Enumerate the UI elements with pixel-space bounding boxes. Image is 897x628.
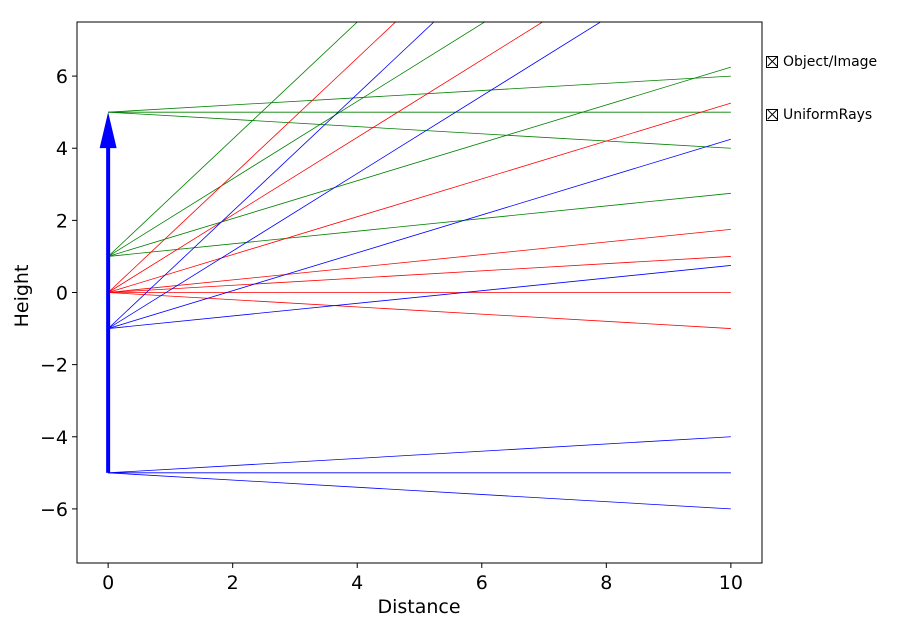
y-axis-ticks: −6 −4 −2 0 2 4 6 <box>40 66 77 521</box>
toggle-box-icon[interactable] <box>766 56 778 68</box>
ray-line <box>107 22 435 329</box>
toggle-box-icon[interactable] <box>766 109 778 121</box>
legend-item-uniform-rays[interactable]: UniformRays <box>766 105 877 125</box>
legend-label: UniformRays <box>783 107 873 123</box>
ray-line <box>107 22 544 293</box>
x-tick-label: 0 <box>102 572 114 594</box>
ray-line <box>108 192 731 257</box>
ray-line <box>107 22 358 257</box>
y-tick-label: 4 <box>56 138 68 160</box>
y-tick-label: −6 <box>40 499 68 521</box>
ray-line <box>108 436 731 474</box>
y-tick-label: 0 <box>56 283 68 305</box>
ray-lines <box>107 22 731 510</box>
legend-item-object-image[interactable]: Object/Image <box>766 52 877 72</box>
x-tick-label: 6 <box>476 572 488 594</box>
x-tick-label: 2 <box>227 572 239 594</box>
ray-line <box>108 75 731 113</box>
y-tick-label: 2 <box>56 210 68 232</box>
ray-line <box>107 22 397 293</box>
ray-line <box>108 66 731 257</box>
object-arrow <box>99 112 117 473</box>
legend: Object/Image UniformRays <box>766 52 877 158</box>
ray-line <box>108 292 731 329</box>
object-arrow-head <box>99 112 117 149</box>
y-axis-label: Height <box>11 265 33 328</box>
legend-label: Object/Image <box>783 54 878 70</box>
ray-line <box>108 111 731 149</box>
x-axis-label: Distance <box>377 596 460 618</box>
ray-line <box>108 265 731 329</box>
ray-line <box>108 256 731 293</box>
ray-line <box>108 472 731 510</box>
x-tick-label: 4 <box>351 572 363 594</box>
ray-line <box>107 22 486 257</box>
ray-line <box>107 22 602 329</box>
ray-line <box>108 138 731 329</box>
x-tick-label: 8 <box>600 572 612 594</box>
ray-line <box>108 102 731 293</box>
x-tick-label: 10 <box>719 572 743 594</box>
x-axis-ticks: 0 2 4 6 8 10 <box>102 563 743 594</box>
y-tick-label: 6 <box>56 66 68 88</box>
y-tick-label: −2 <box>40 355 68 377</box>
ray-line <box>108 228 731 293</box>
y-tick-label: −4 <box>40 427 68 449</box>
